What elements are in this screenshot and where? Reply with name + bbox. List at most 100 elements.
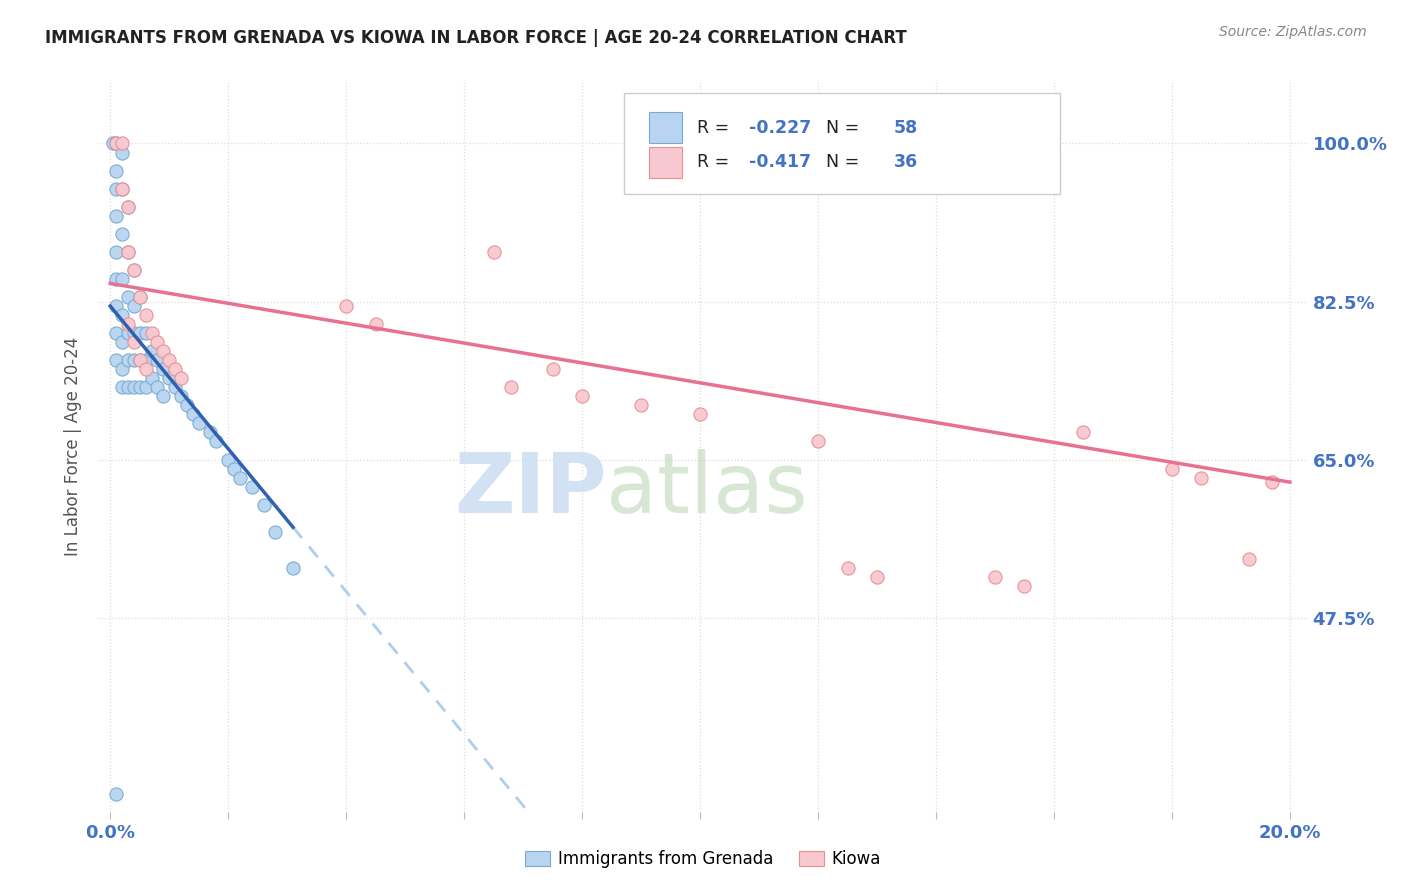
Point <box>111 380 134 394</box>
Point <box>128 380 150 394</box>
Point <box>135 380 157 394</box>
FancyBboxPatch shape <box>648 112 682 144</box>
Point <box>1261 475 1284 489</box>
Text: 58: 58 <box>894 119 918 136</box>
Point <box>111 335 134 350</box>
Point <box>105 244 128 259</box>
Point <box>117 326 139 340</box>
Point <box>135 353 157 368</box>
Point <box>984 570 1007 584</box>
Point <box>1073 425 1095 440</box>
Point <box>111 308 134 322</box>
Point <box>105 326 128 340</box>
Point <box>128 290 150 304</box>
Point <box>128 326 150 340</box>
Point <box>135 362 157 376</box>
Text: N =: N = <box>815 153 865 171</box>
Point <box>111 181 134 195</box>
Point <box>117 290 139 304</box>
Point <box>122 353 145 368</box>
Point <box>1161 461 1184 475</box>
Point <box>364 317 387 331</box>
Text: -0.417: -0.417 <box>749 153 811 171</box>
Point <box>170 371 193 385</box>
Point <box>135 308 157 322</box>
Point <box>122 380 145 394</box>
Point <box>281 561 304 575</box>
Point <box>176 398 198 412</box>
Point <box>205 434 228 449</box>
Point <box>135 326 157 340</box>
Point <box>105 136 128 151</box>
Text: R =: R = <box>697 119 735 136</box>
Point <box>117 380 139 394</box>
Point <box>152 344 174 359</box>
Point <box>105 353 128 368</box>
Point <box>181 408 204 422</box>
FancyBboxPatch shape <box>624 93 1060 194</box>
Point <box>111 272 134 286</box>
Text: -0.227: -0.227 <box>749 119 811 136</box>
Point <box>105 163 128 178</box>
Point <box>101 136 124 151</box>
Point <box>229 470 252 484</box>
Point <box>111 181 134 195</box>
Point <box>128 353 150 368</box>
Point <box>105 136 128 151</box>
Point <box>146 380 169 394</box>
Point <box>170 389 193 403</box>
FancyBboxPatch shape <box>648 147 682 178</box>
Point <box>217 452 239 467</box>
Text: N =: N = <box>815 119 865 136</box>
Point <box>165 362 187 376</box>
Point <box>128 353 150 368</box>
Point <box>252 498 274 512</box>
Point <box>630 398 652 412</box>
Point <box>146 335 169 350</box>
Text: R =: R = <box>697 153 735 171</box>
Point <box>501 380 523 394</box>
Point <box>141 344 163 359</box>
Point <box>117 244 139 259</box>
Point <box>111 362 134 376</box>
Point <box>541 362 564 376</box>
Legend: Immigrants from Grenada, Kiowa: Immigrants from Grenada, Kiowa <box>519 844 887 875</box>
Point <box>105 787 128 801</box>
Point <box>117 200 139 214</box>
Point <box>122 326 145 340</box>
Point <box>264 524 287 539</box>
Point <box>1237 552 1260 566</box>
Point <box>111 227 134 241</box>
Point <box>122 299 145 313</box>
Text: ZIP: ZIP <box>454 450 606 531</box>
Point <box>837 561 859 575</box>
Point <box>105 209 128 223</box>
Text: 36: 36 <box>894 153 918 171</box>
Point <box>111 145 134 160</box>
Point <box>152 362 174 376</box>
Point <box>128 290 150 304</box>
Point <box>157 371 180 385</box>
Point <box>689 408 711 422</box>
Point <box>141 326 163 340</box>
Text: Source: ZipAtlas.com: Source: ZipAtlas.com <box>1219 25 1367 39</box>
Point <box>117 200 139 214</box>
Point <box>141 371 163 385</box>
Point <box>482 244 505 259</box>
Point <box>187 417 209 431</box>
Point <box>571 389 593 403</box>
Point <box>807 434 830 449</box>
Point <box>122 263 145 277</box>
Y-axis label: In Labor Force | Age 20-24: In Labor Force | Age 20-24 <box>65 336 83 556</box>
Point <box>105 272 128 286</box>
Text: IMMIGRANTS FROM GRENADA VS KIOWA IN LABOR FORCE | AGE 20-24 CORRELATION CHART: IMMIGRANTS FROM GRENADA VS KIOWA IN LABO… <box>45 29 907 47</box>
Point <box>111 136 134 151</box>
Point <box>152 389 174 403</box>
Point <box>200 425 222 440</box>
Point <box>866 570 889 584</box>
Point <box>1189 470 1212 484</box>
Point <box>122 335 145 350</box>
Text: atlas: atlas <box>606 450 808 531</box>
Point <box>157 353 180 368</box>
Point <box>105 181 128 195</box>
